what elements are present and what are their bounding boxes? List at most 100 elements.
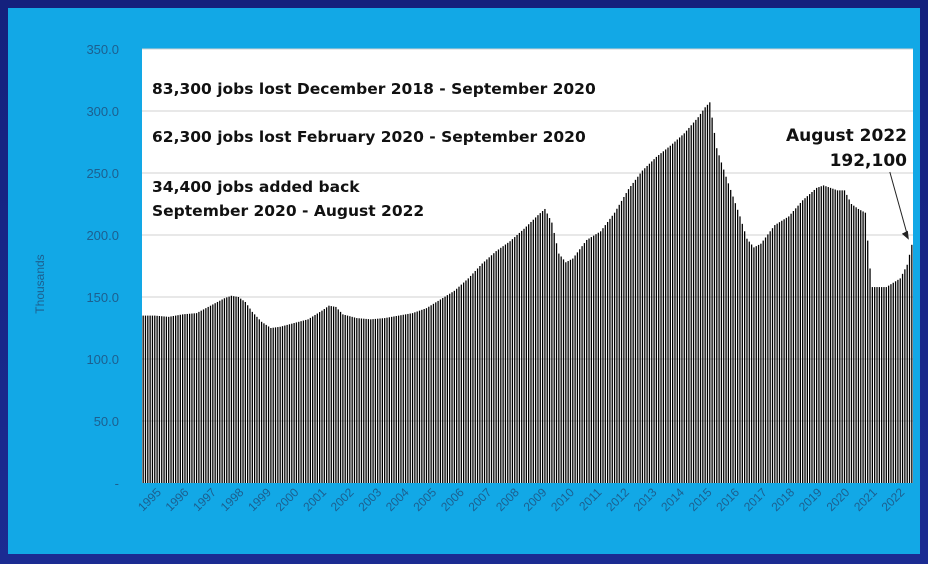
bar [351, 316, 353, 483]
bar [191, 313, 193, 483]
x-tick-label: 2022 [879, 485, 908, 514]
bar [465, 280, 467, 483]
bar [479, 266, 481, 483]
bar [901, 273, 904, 483]
bar [388, 317, 390, 483]
bar [200, 310, 202, 483]
bar [298, 321, 300, 483]
bar [332, 306, 335, 483]
bar [795, 208, 797, 483]
bar [316, 313, 318, 483]
bar [207, 306, 209, 483]
bar [507, 242, 509, 483]
bar [846, 194, 848, 483]
bar [853, 205, 855, 483]
annotation-jobs-added-period: September 2020 - August 2022 [152, 202, 424, 220]
bar [381, 318, 383, 483]
bar [514, 237, 516, 483]
bar [702, 110, 704, 483]
bar [168, 316, 170, 483]
bar [716, 148, 718, 483]
bar [744, 231, 746, 483]
bar [662, 151, 664, 484]
y-tick-label: 100.0 [86, 352, 119, 367]
bar [669, 145, 671, 483]
y-tick-label: 200.0 [86, 228, 119, 243]
x-tick-label: 2011 [576, 485, 604, 513]
bar [588, 238, 590, 483]
bar [154, 315, 156, 483]
bar [634, 179, 637, 483]
x-tick-label: 2016 [713, 485, 742, 514]
bar [822, 185, 825, 483]
bar [593, 235, 595, 483]
bar [416, 311, 418, 483]
bar [885, 287, 887, 483]
bar [644, 168, 646, 483]
bar [202, 309, 205, 483]
bar [611, 215, 613, 483]
bar [732, 196, 734, 483]
bar [711, 117, 713, 484]
bar [597, 232, 599, 483]
bar [534, 217, 537, 483]
bar [632, 182, 634, 484]
bar [391, 316, 393, 483]
bar [864, 212, 867, 483]
bar [423, 308, 425, 483]
bar [367, 319, 370, 483]
bar [175, 315, 177, 483]
bar [908, 254, 911, 483]
bar [411, 313, 414, 483]
bar [764, 237, 767, 483]
bar [226, 297, 228, 483]
bar [688, 127, 690, 483]
bar [356, 318, 358, 483]
bar [451, 292, 453, 483]
bar [379, 318, 381, 483]
bar [439, 299, 442, 483]
bar [572, 258, 574, 483]
bar [811, 192, 813, 483]
bar [537, 215, 539, 483]
bar [555, 243, 558, 483]
y-tick-label: 250.0 [86, 166, 119, 181]
bar [400, 315, 402, 483]
bar [560, 256, 562, 483]
bar [435, 302, 437, 483]
bar [516, 235, 518, 483]
y-tick-label: 300.0 [86, 104, 119, 119]
bar [147, 315, 149, 483]
bar [602, 228, 604, 483]
bar [521, 230, 523, 483]
bar [242, 300, 244, 483]
bar [493, 253, 495, 483]
bar [393, 316, 395, 483]
bar [233, 296, 235, 483]
bar [667, 147, 669, 483]
bar [409, 313, 411, 483]
bar [769, 231, 771, 483]
bar [579, 249, 581, 483]
bar [827, 187, 829, 484]
bar [184, 314, 186, 483]
bar [291, 323, 293, 483]
x-tick-label: 1996 [163, 485, 192, 514]
bar [681, 135, 683, 483]
bar [165, 316, 168, 483]
bar [247, 305, 249, 483]
bar [397, 315, 400, 483]
bar [869, 268, 871, 483]
x-tick-label: 2015 [686, 485, 715, 514]
bar [158, 316, 161, 483]
x-tick-label: 2004 [383, 485, 412, 514]
bar [274, 327, 277, 483]
bar [881, 287, 883, 483]
bar [776, 223, 778, 483]
bar [472, 273, 474, 483]
bar [783, 219, 785, 484]
bar [404, 314, 407, 483]
bar [606, 221, 609, 484]
bar [237, 297, 240, 483]
x-tick-label: 2001 [300, 485, 329, 514]
